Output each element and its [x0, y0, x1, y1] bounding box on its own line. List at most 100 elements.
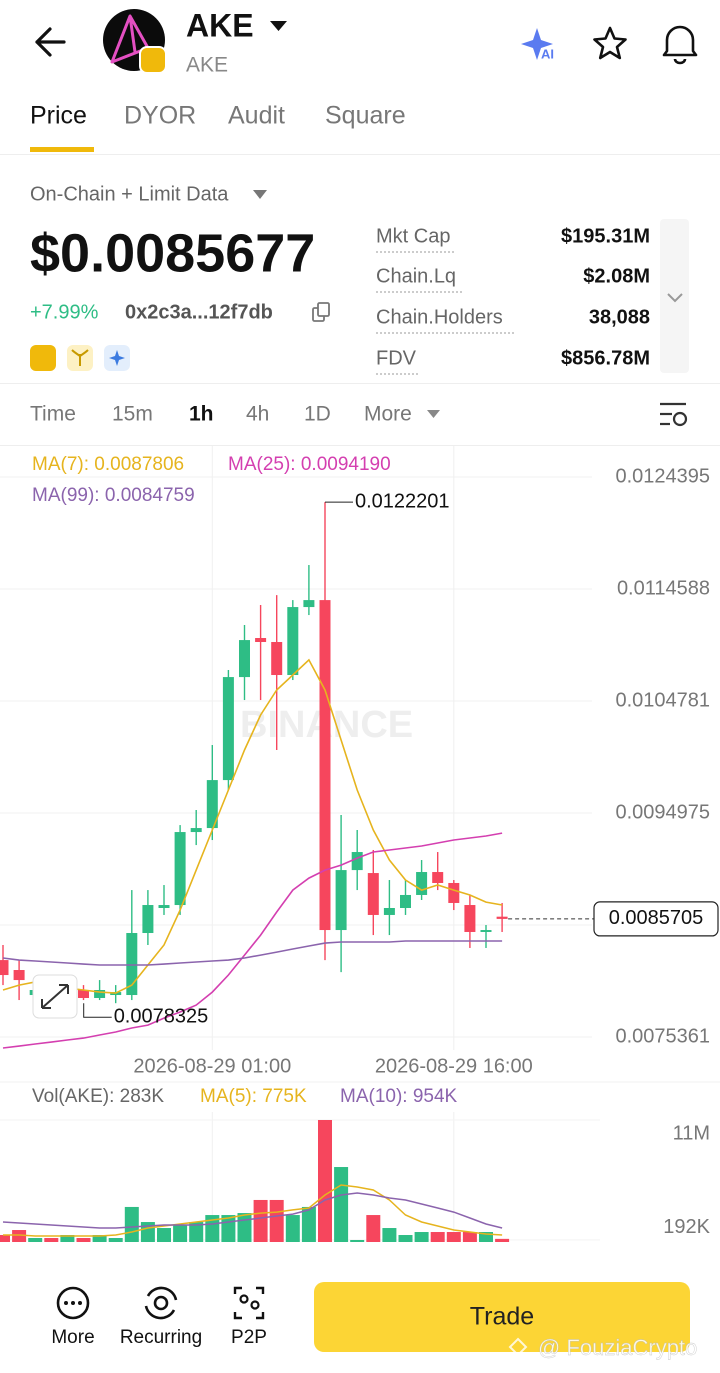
divider	[0, 383, 720, 384]
ma-legend: MA(7): 0.0087806	[32, 454, 184, 475]
tab[interactable]: Audit	[228, 102, 285, 130]
stat-label: Mkt Cap	[376, 225, 450, 247]
candle-body	[190, 828, 202, 833]
volume-bar	[366, 1215, 381, 1242]
volume-bar	[253, 1199, 268, 1242]
candle-body	[464, 905, 476, 932]
volume-bar	[479, 1232, 493, 1242]
recurring-icon	[144, 1286, 178, 1320]
token-logo	[103, 9, 167, 74]
chain-badge	[139, 46, 167, 74]
candlestick-chart: 0.0124395 0.0114588 0.0104781 0.0094975 0.00…	[0, 446, 720, 1242]
action-label: More	[51, 1327, 94, 1348]
ma-legend: MA(25): 0.0094190	[228, 454, 391, 475]
recurring-button[interactable]: Recurring	[120, 1286, 202, 1348]
stat-value: 38,088	[589, 306, 650, 328]
token-dropdown[interactable]	[270, 21, 287, 31]
chart-settings[interactable]	[660, 402, 688, 427]
stat-value: $2.08M	[583, 265, 650, 287]
back-button[interactable]	[35, 27, 66, 57]
volume-bar	[189, 1222, 204, 1242]
volume-bar	[108, 1238, 123, 1242]
price-change: +7.99%	[30, 301, 99, 323]
current-price-label: 0.0085705	[609, 907, 704, 929]
volume-bar	[285, 1215, 300, 1242]
candle-body	[367, 873, 379, 915]
interval[interactable]: 15m	[112, 403, 153, 426]
watermark: @ FouziaCrypto	[538, 1335, 697, 1360]
volume-bar	[237, 1213, 252, 1242]
more-dot	[64, 1301, 68, 1305]
candle-body	[206, 780, 218, 829]
candle-body	[287, 607, 299, 676]
x-tick-label: 2026-08-29 16:00	[375, 1055, 533, 1077]
y-tick-label: 0.0124395	[615, 465, 710, 487]
candle-body	[335, 870, 347, 931]
candle-body	[255, 638, 267, 643]
volume-bar	[301, 1206, 316, 1242]
tab[interactable]: Price	[30, 102, 87, 130]
favorite-button[interactable]	[593, 26, 627, 60]
tab[interactable]: DYOR	[124, 102, 196, 130]
copy-button[interactable]	[312, 302, 330, 322]
candle-body	[174, 832, 186, 906]
candle-body	[319, 600, 331, 931]
trade-button[interactable]	[314, 1282, 690, 1352]
candle-body	[126, 933, 138, 996]
more-button[interactable]: More	[51, 1286, 95, 1348]
volume-bar	[318, 1120, 332, 1242]
action-label: Recurring	[120, 1327, 202, 1348]
p2p-frame	[233, 1286, 265, 1320]
candle-body	[94, 989, 106, 998]
more-dot	[78, 1301, 82, 1305]
recurring-core	[153, 1295, 169, 1311]
data-source[interactable]: On-Chain + Limit Data	[30, 183, 229, 205]
candle-body	[383, 907, 395, 915]
fullscreen-icon	[41, 984, 69, 1009]
stat-label: Chain.Holders	[376, 306, 503, 328]
watermark-logo	[508, 1337, 528, 1357]
settings-icon-gear	[672, 411, 688, 427]
data-source-caret	[253, 190, 267, 199]
active-tab-indicator	[30, 147, 94, 152]
chevron	[667, 293, 683, 303]
fullscreen-button[interactable]	[32, 974, 78, 1019]
volume-bar	[157, 1228, 171, 1242]
tab[interactable]: Square	[325, 102, 406, 130]
notification-button[interactable]	[662, 25, 698, 65]
candle-body	[158, 905, 170, 908]
high-annotation: 0.0122201	[355, 490, 450, 512]
interval[interactable]: Time	[30, 403, 76, 426]
volume-bar	[414, 1232, 429, 1242]
volume-bar	[205, 1215, 220, 1242]
interval[interactable]: 4h	[246, 403, 269, 426]
volume-tick-label: 11M	[673, 1122, 710, 1144]
y-tick-label: 0.0114588	[617, 577, 710, 599]
low-leader	[83, 1003, 112, 1018]
stat-underlines	[376, 251, 515, 375]
y-tick-label: 0.0075361	[615, 1025, 710, 1047]
candle-body	[432, 872, 444, 883]
interval[interactable]: 1D	[304, 403, 331, 426]
copy-icon-front	[317, 302, 330, 317]
token-subtitle: AKE	[186, 54, 228, 77]
interval-active[interactable]: 1h	[189, 403, 214, 426]
ai-button[interactable]	[521, 28, 553, 60]
low-annotation: 0.0078325	[114, 1005, 209, 1027]
volume-bar	[44, 1238, 59, 1242]
y-tick-label: 0.0104781	[615, 689, 710, 711]
y-tick-label: 0.0094975	[615, 801, 710, 823]
candle-body	[351, 852, 363, 871]
ma-line	[2, 832, 503, 1049]
p2p-button[interactable]: P2P	[231, 1286, 267, 1348]
contract-address: 0x2c3a...12f7db	[125, 301, 273, 323]
volume-bar	[173, 1225, 188, 1242]
volume-bar	[76, 1238, 91, 1242]
current-price: $0.0085677	[30, 223, 315, 283]
candle-body	[480, 930, 492, 932]
ma-legend: MA(99): 0.0084759	[32, 485, 195, 506]
candle-body	[222, 677, 234, 781]
volume-bar	[446, 1232, 461, 1242]
stats-expand[interactable]	[660, 219, 689, 373]
interval[interactable]: More	[364, 403, 412, 426]
